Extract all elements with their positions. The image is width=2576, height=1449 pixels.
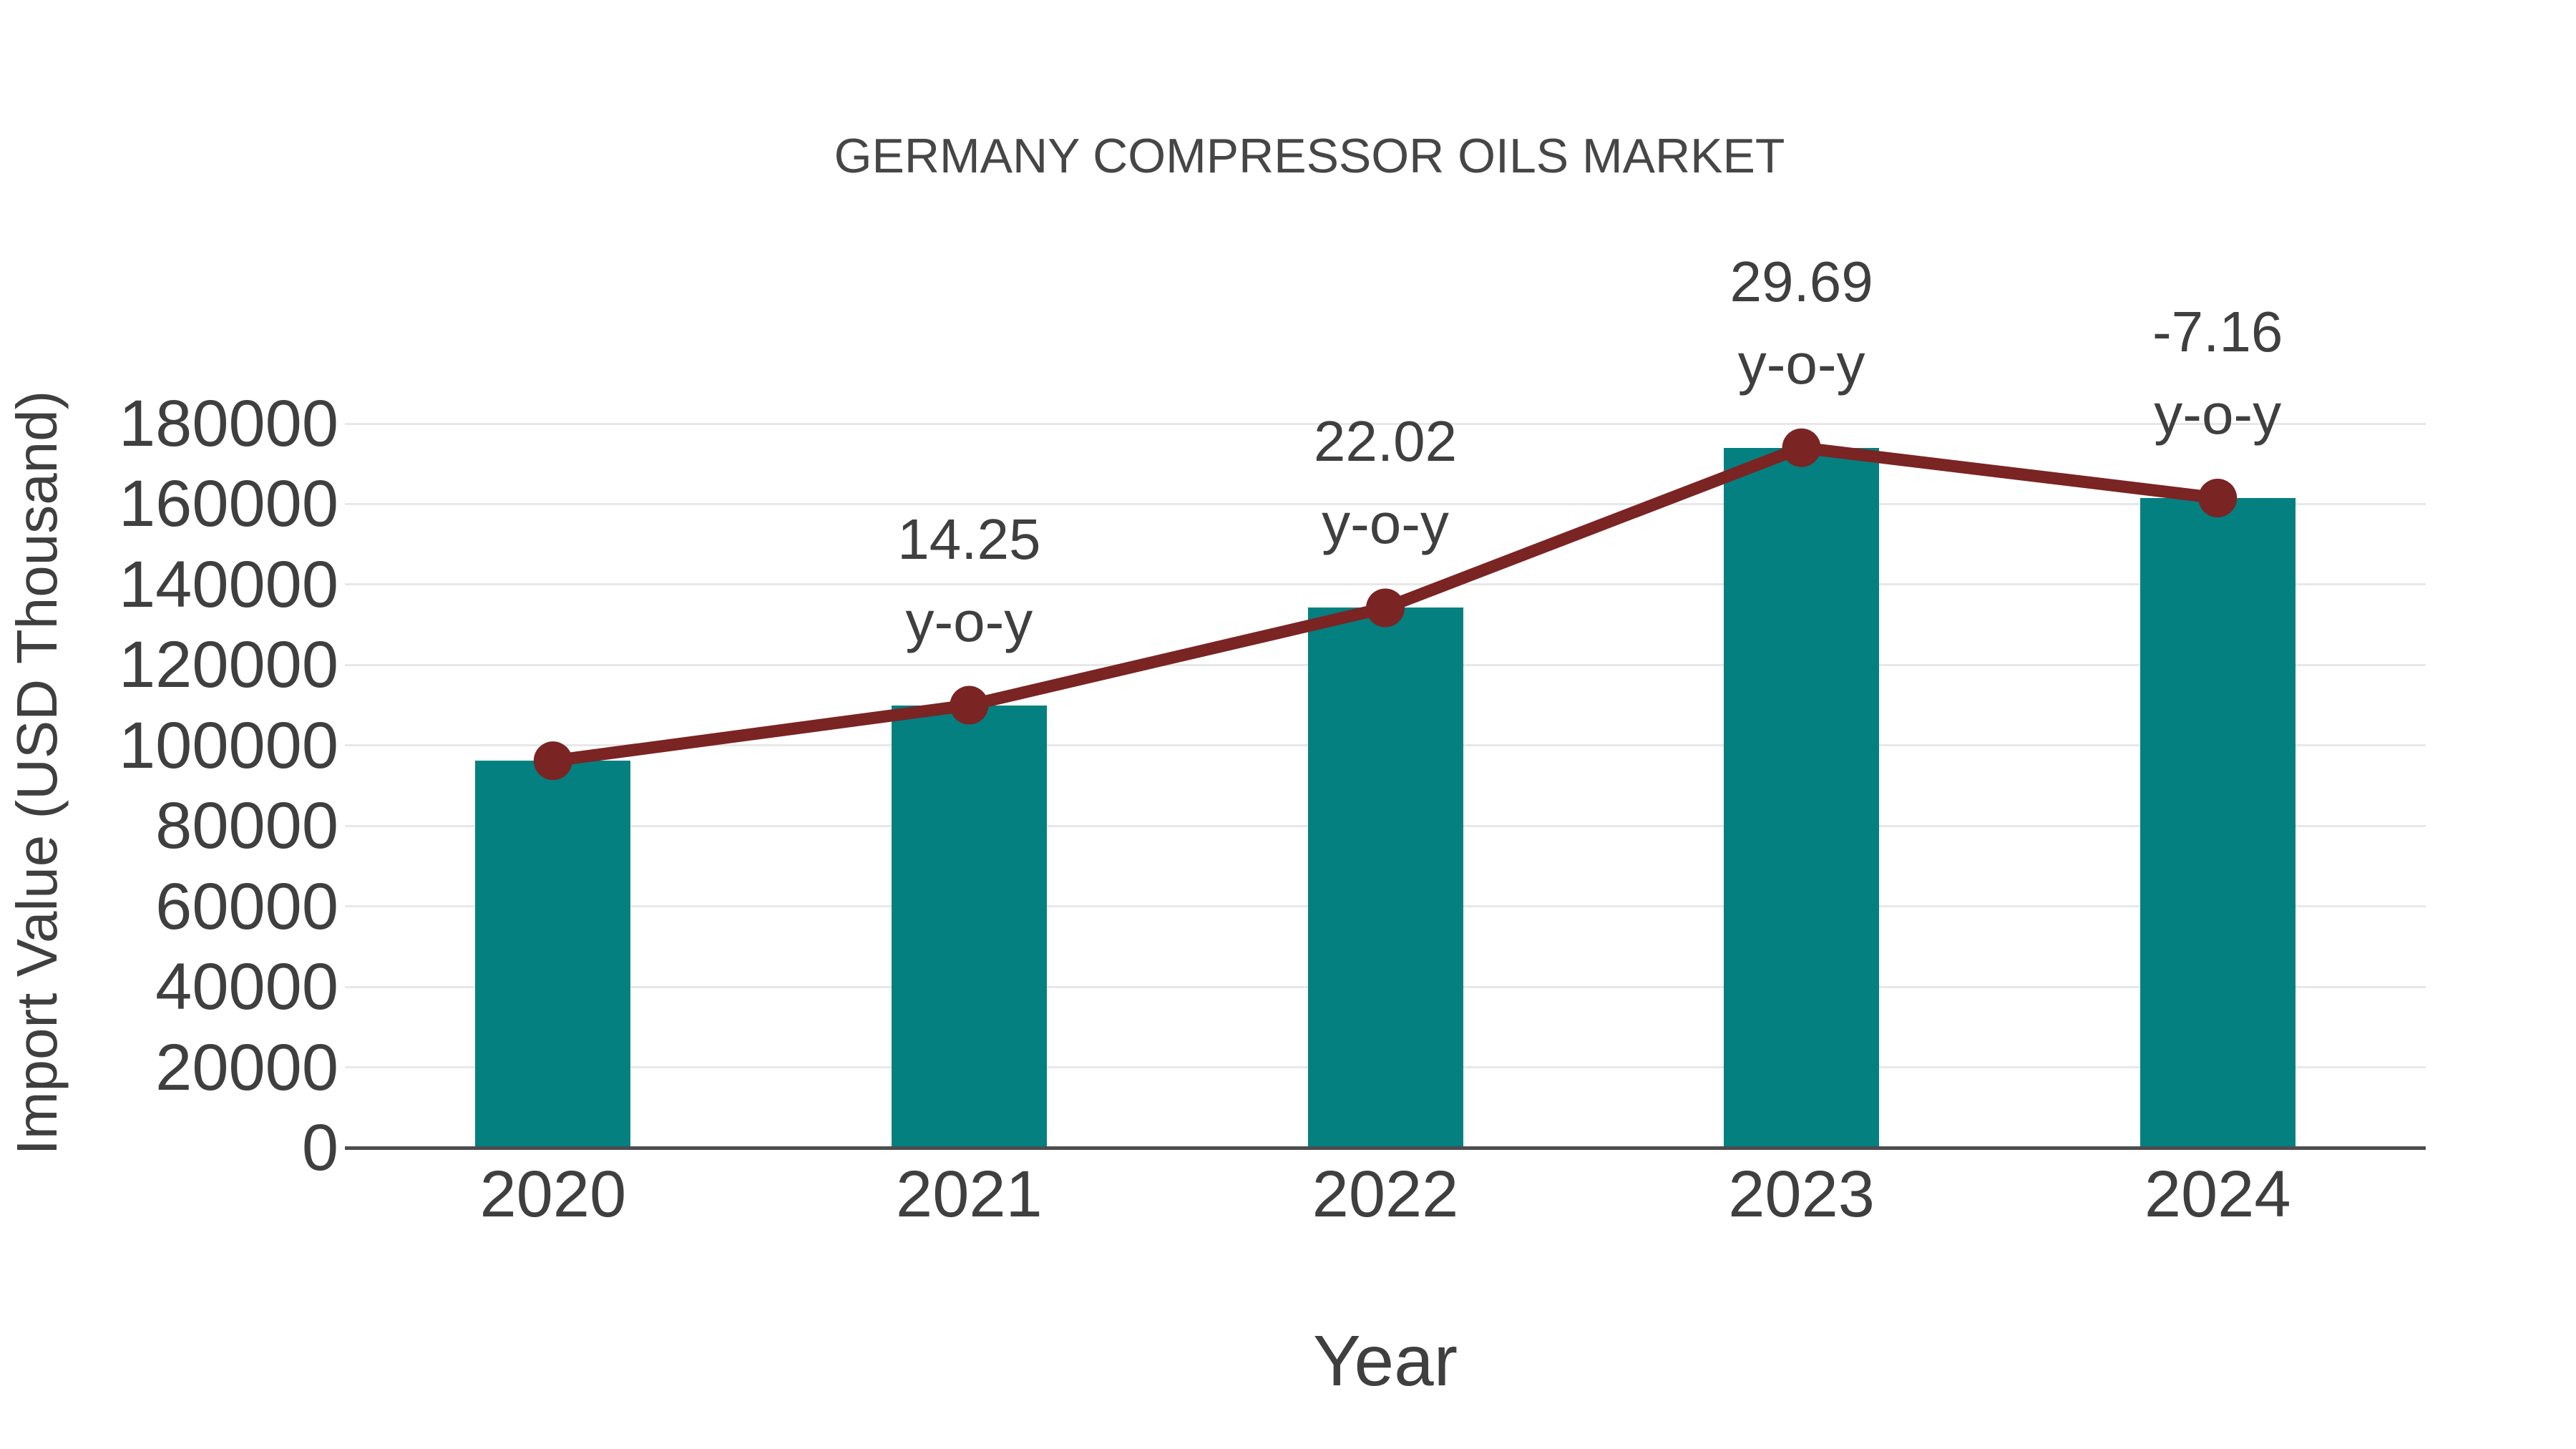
annotation-2024: -7.16 y-o-y bbox=[2039, 291, 2396, 455]
trend-marker-2023 bbox=[1782, 428, 1821, 467]
annotation-suffix: y-o-y bbox=[1322, 492, 1449, 556]
x-tick-label-2022: 2022 bbox=[1312, 1158, 1459, 1231]
annotation-value: -7.16 bbox=[2152, 300, 2283, 364]
annotation-2022: 22.02 y-o-y bbox=[1206, 400, 1564, 565]
y-tick-label: 40000 bbox=[155, 950, 338, 1024]
bar-2021 bbox=[891, 705, 1047, 1148]
gridline bbox=[345, 502, 2426, 505]
annotation-value: 14.25 bbox=[897, 507, 1041, 571]
x-axis-line bbox=[345, 1146, 2426, 1150]
x-tick-label-2023: 2023 bbox=[1728, 1158, 1875, 1231]
bar-2022 bbox=[1307, 608, 1463, 1148]
chart-title: GERMANY COMPRESSOR OILS MARKET bbox=[834, 129, 1785, 183]
x-tick-label-2020: 2020 bbox=[479, 1158, 627, 1231]
y-tick-label: 0 bbox=[301, 1111, 338, 1184]
trend-marker-2022 bbox=[1366, 588, 1405, 628]
annotation-2021: 14.25 y-o-y bbox=[790, 498, 1148, 663]
y-tick-label: 180000 bbox=[119, 387, 338, 460]
y-tick-label: 60000 bbox=[155, 869, 338, 943]
trend-marker-2021 bbox=[950, 686, 989, 725]
y-tick-label: 140000 bbox=[119, 547, 338, 621]
gridline bbox=[345, 422, 2426, 425]
annotation-2023: 29.69 y-o-y bbox=[1623, 240, 1981, 405]
trend-marker-2020 bbox=[533, 741, 572, 781]
y-tick-label: 160000 bbox=[119, 467, 338, 541]
bar-2024 bbox=[2140, 498, 2296, 1148]
x-tick-label-2024: 2024 bbox=[2144, 1158, 2291, 1231]
y-tick-label: 20000 bbox=[155, 1030, 338, 1104]
y-tick-label: 80000 bbox=[155, 789, 338, 863]
y-tick-label: 100000 bbox=[119, 708, 338, 782]
annotation-suffix: y-o-y bbox=[905, 589, 1033, 653]
annotation-value: 22.02 bbox=[1313, 409, 1458, 474]
annotation-value: 29.69 bbox=[1729, 249, 1873, 313]
annotation-suffix: y-o-y bbox=[1737, 331, 1865, 396]
gridline bbox=[345, 583, 2426, 586]
bar-2023 bbox=[1724, 447, 1880, 1148]
annotation-suffix: y-o-y bbox=[2154, 382, 2282, 446]
trend-marker-2024 bbox=[2198, 479, 2238, 518]
x-tick-label-2021: 2021 bbox=[896, 1158, 1043, 1231]
x-axis-title: Year bbox=[1312, 1321, 1458, 1401]
bar-2020 bbox=[475, 761, 631, 1148]
y-tick-label: 120000 bbox=[119, 628, 338, 702]
